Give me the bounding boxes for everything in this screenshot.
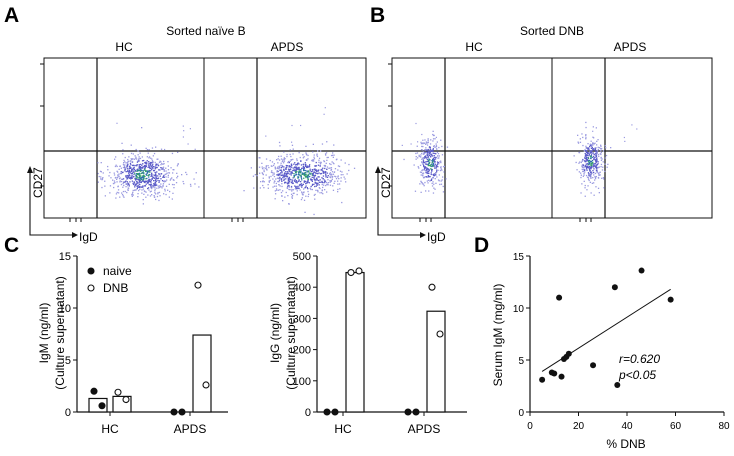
scatter-point [539,376,546,383]
igm-chart-ytick-label: 15 [59,251,71,263]
scatter-xtick-label: 40 [621,421,633,432]
igg-chart-ytick-label: 0 [305,407,311,419]
panel-a-cd27-label: CD27 [31,167,45,198]
scatter-point [565,350,572,357]
scatter-xtick-label: 20 [573,421,585,432]
panel-a-apds-label: APDS [271,40,304,54]
igm-chart-ytick-label: 0 [65,407,71,419]
scatter-p-annotation: p<0.05 [618,368,656,382]
scatter-point [611,284,618,291]
igm-chart-legend-marker [87,284,95,292]
panel-b-title: Sorted DNB [520,24,584,38]
panel-letter-a: A [4,4,19,27]
scatter-point [556,294,563,301]
igm-bar-chart: IgM (ng/ml) (Culture supernatant) 0 5 10 15… [37,251,228,436]
igm-chart-legend-label: DNB [103,281,128,295]
igg-bar-chart: IgG (ng/ml) (Culture supernatant) 0 100 20… [268,251,467,436]
igg-chart-ytick-label: 200 [293,345,311,357]
flow-plot-b-apds-frame [551,57,713,219]
scatter-r-annotation: r=0.620 [619,352,660,366]
panel-a-axis-arrows [29,170,74,236]
igm-chart-category-label: APDS [174,422,207,436]
panel-letter-c: C [4,234,19,257]
igg-chart-point-DNB [355,267,363,275]
flow-plot-a-hc-frame [43,57,205,219]
igg-ylabel-sub: (Culture supernatant) [284,276,298,389]
panel-a-igd-label: IgD [79,230,98,244]
flow-plot-a-apds-frame [203,57,367,219]
igm-chart-ytick-label: 5 [65,355,71,367]
panel-b-cd27-label: CD27 [379,167,393,198]
igg-chart-point-naive [404,408,412,416]
igm-chart-legend-label: naive [103,264,132,278]
igg-chart-category-label: APDS [408,422,441,436]
scatter-point [667,296,674,303]
igm-ylabel: IgM (ng/ml) [37,303,51,364]
scatter-xtick-label: 60 [670,421,682,432]
serum-igm-scatter: Serum IgM (mg/ml) % DNB r=0.620 p<0.05 0… [491,252,730,451]
igg-chart-category-label: HC [334,422,352,436]
igg-chart-bar-DNB [426,310,446,413]
flow-plot-b-hc-frame [391,57,553,219]
scatter-ytick-label: 10 [513,304,525,315]
igm-chart-point-naive [178,408,186,416]
igm-chart-point-DNB [194,281,202,289]
igm-chart-point-naive [98,402,106,410]
igm-chart-point-DNB [202,381,210,389]
scatter-xtick-label: 0 [527,421,533,432]
igg-chart-ytick-label: 100 [293,376,311,388]
scatter-ytick-label: 15 [513,252,525,263]
igm-chart-legend-marker [87,267,95,275]
igm-chart-point-DNB [114,388,122,396]
panel-letter-b: B [370,4,385,27]
scatter-point [590,362,597,369]
igg-chart-point-naive [323,408,331,416]
scatter-ytick-label: 5 [518,356,524,367]
igg-chart-bar-DNB [345,271,365,413]
scatter-ytick-label: 0 [518,408,524,419]
panel-b-apds-label: APDS [614,40,647,54]
igm-chart-bar-DNB [192,334,212,413]
igg-ylabel: IgG (ng/ml) [268,303,282,363]
igg-chart-point-DNB [347,268,355,277]
scatter-point [614,381,621,388]
igm-chart-point-naive [170,408,178,416]
igg-chart-point-naive [331,408,339,416]
scatter-xlabel: % DNB [606,437,645,451]
flow-cytometry-events [97,107,638,216]
igm-chart-point-naive [90,387,98,395]
scatter-ylabel: Serum IgM (mg/ml) [491,284,505,387]
igm-chart-ytick-label: 10 [59,303,71,315]
igm-ylabel-sub: (Culture supernatant) [53,276,67,389]
scatter-point [638,267,645,274]
igg-chart-ytick-label: 400 [293,282,311,294]
igg-chart-point-DNB [436,330,444,338]
igm-chart-point-DNB [122,395,130,404]
panel-b-axis-arrows [377,170,422,236]
panel-b-igd-label: IgD [427,230,446,244]
panel-a-title: Sorted naïve B [166,24,245,38]
panel-a-hc-label: HC [115,40,133,54]
igm-chart-category-label: HC [101,422,119,436]
panel-letter-d: D [474,234,489,257]
igg-chart-ytick-label: 500 [293,251,311,263]
igg-chart-point-DNB [428,283,436,291]
scatter-point [558,373,565,380]
panel-b-hc-label: HC [465,40,483,54]
igg-chart-ytick-label: 300 [293,313,311,325]
igg-chart-point-naive [412,408,420,416]
scatter-point [551,370,558,377]
scatter-xtick-label: 80 [718,421,730,432]
